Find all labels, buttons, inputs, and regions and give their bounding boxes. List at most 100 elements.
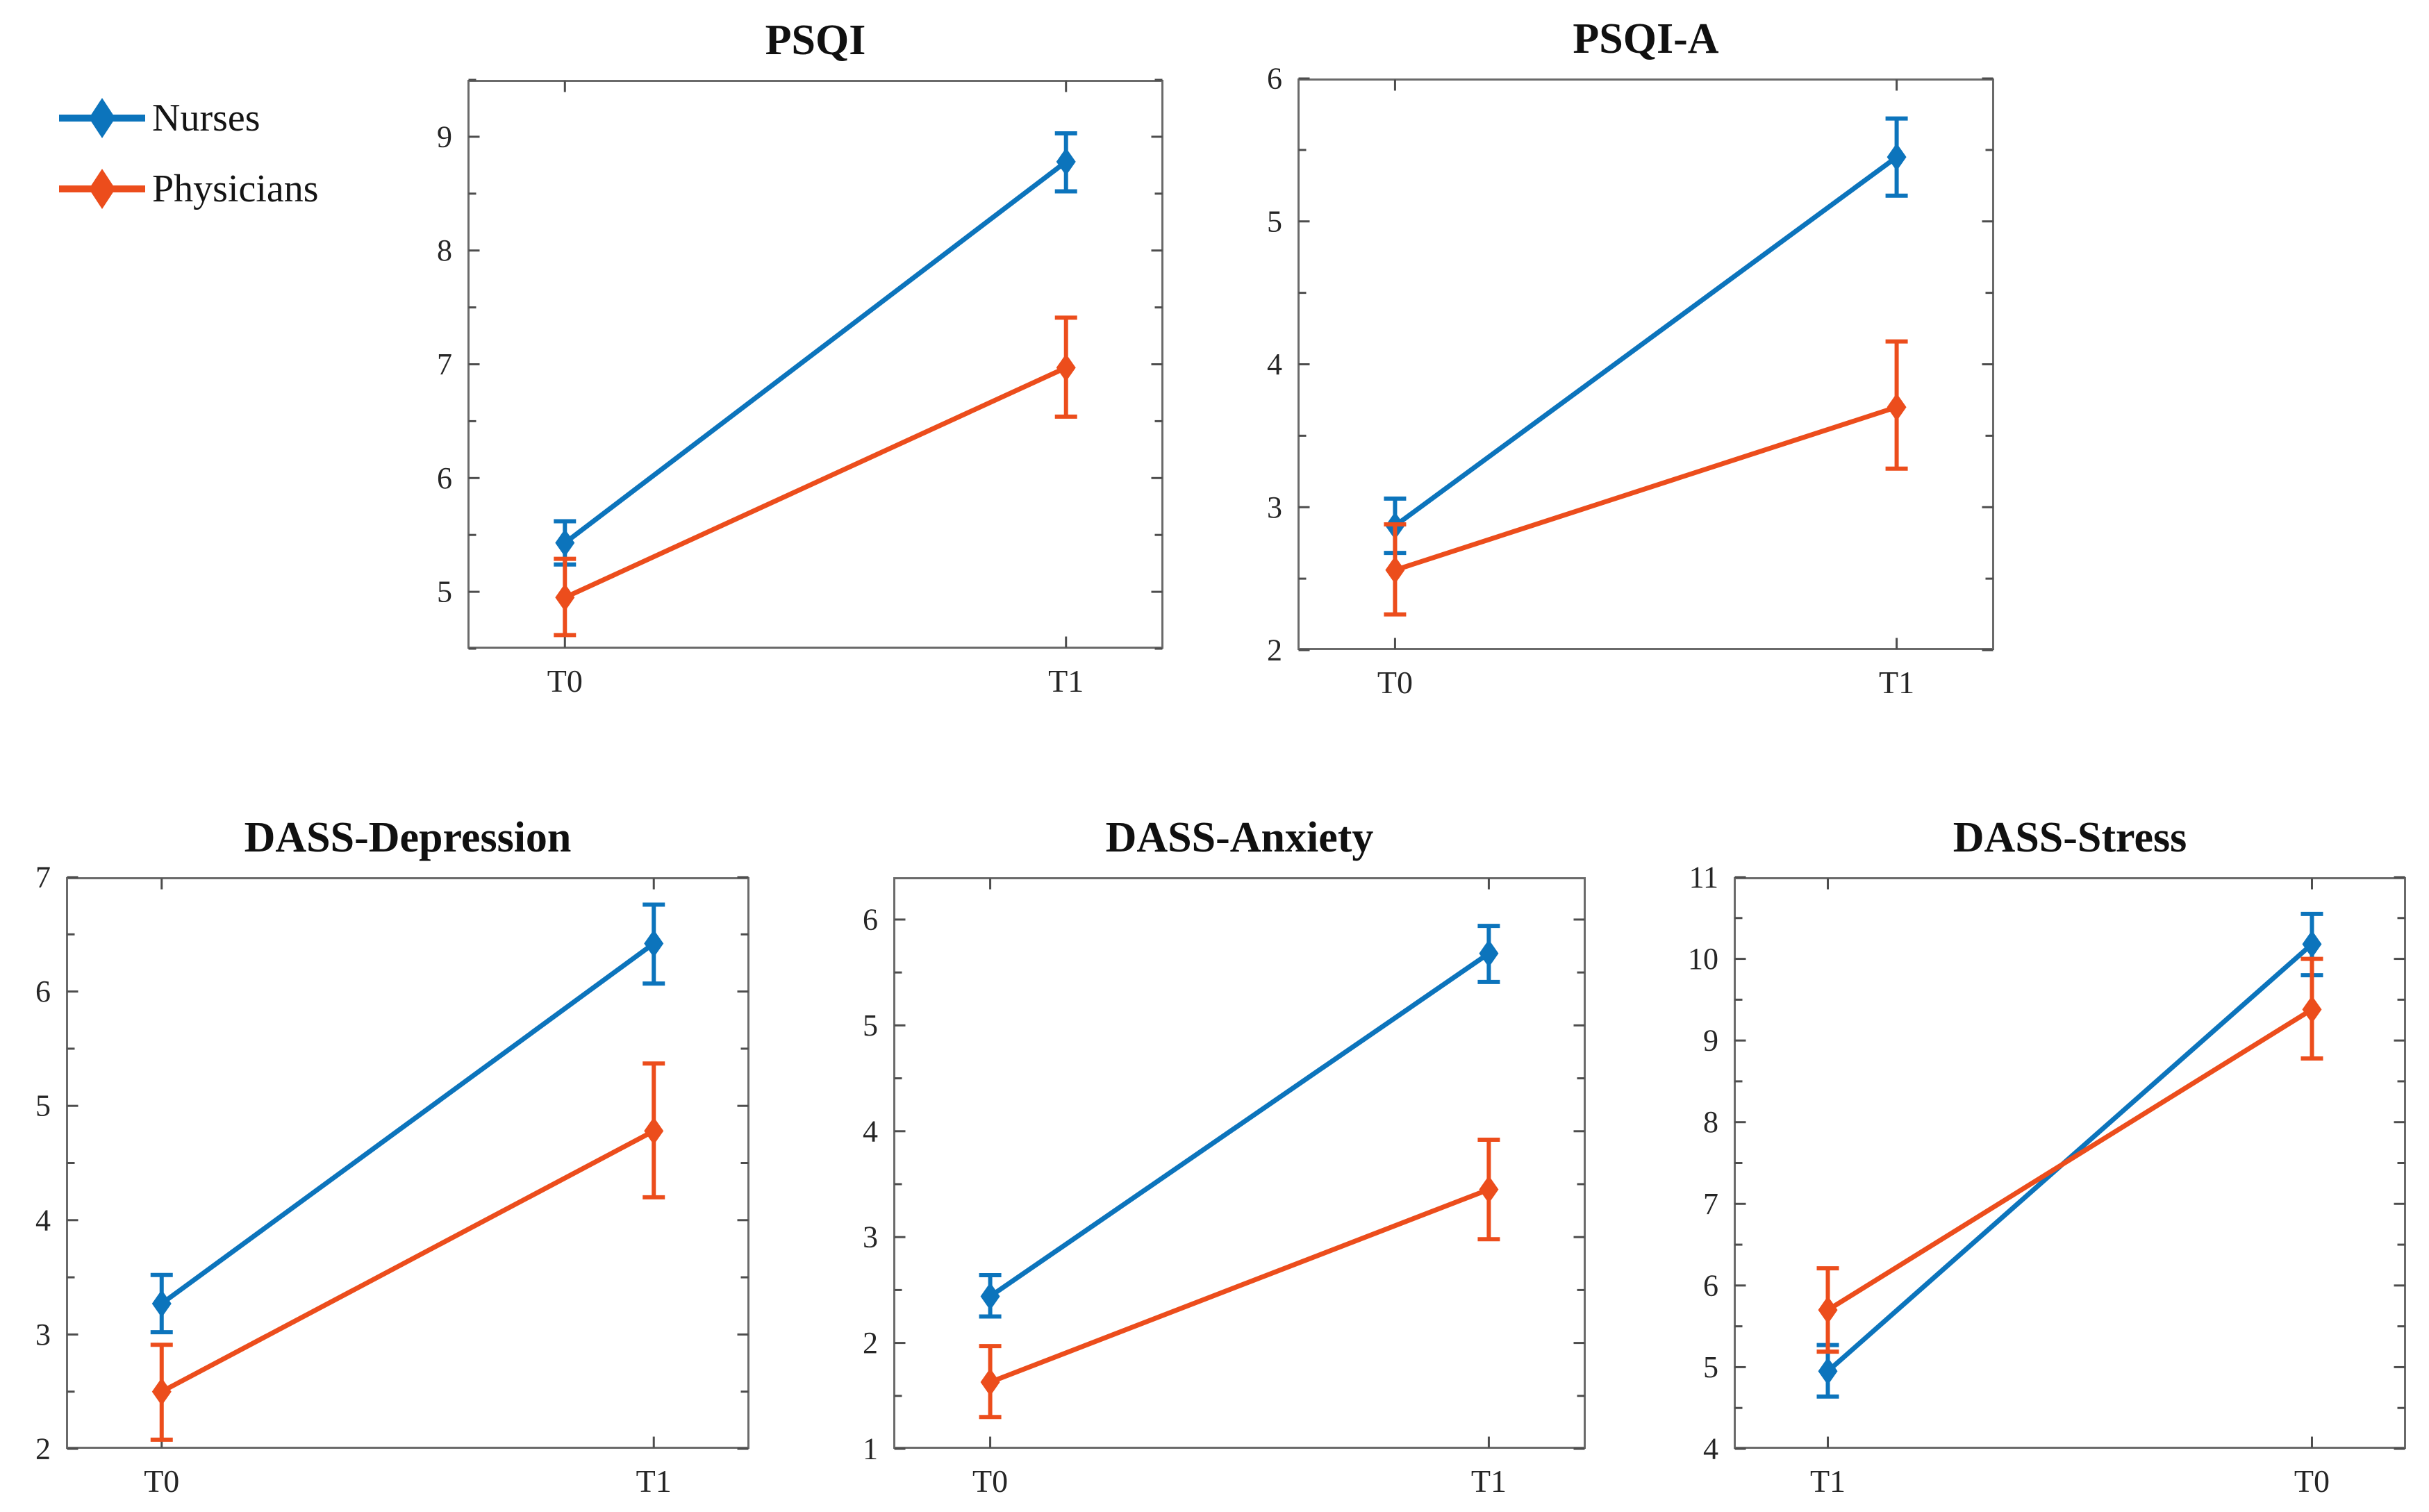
y-tick-label: 4 xyxy=(35,1203,51,1237)
y-axis-ticks: 2 3 4 5 6 xyxy=(1267,62,1993,667)
series-nurses xyxy=(150,902,665,1335)
x-tick-label: T0 xyxy=(547,663,583,699)
diamond-marker xyxy=(1056,147,1076,176)
y-tick-label: 8 xyxy=(437,233,452,267)
y-tick-label: 5 xyxy=(437,575,452,609)
x-axis-ticks: T0 T1 xyxy=(144,878,672,1499)
chart-dass-stress: DASS-Stress 4 5 6 7 8 9 10 11 T1 T0 xyxy=(1688,814,2406,1499)
y-tick-label: 6 xyxy=(1703,1268,1718,1302)
dass-anxiety-plot-area: 1 2 3 4 5 6 T0 T1 xyxy=(863,877,1586,1499)
series-physicians xyxy=(150,1061,665,1442)
y-tick-label: 4 xyxy=(1703,1432,1718,1466)
diamond-marker xyxy=(555,583,575,612)
diamond-marker xyxy=(1818,1357,1838,1386)
series-line xyxy=(160,941,656,1306)
chart-title-dass-anxiety: DASS-Anxiety xyxy=(1105,814,1374,861)
y-tick-label: 9 xyxy=(437,119,452,153)
chart-psqi-a: PSQI-A 2 3 4 5 6 T0 T1 xyxy=(1267,15,1994,700)
series-line xyxy=(563,365,1068,600)
diamond-marker xyxy=(980,1282,1000,1311)
y-tick-label: 6 xyxy=(437,461,452,495)
x-axis-ticks: T1 T0 xyxy=(1810,878,2330,1499)
legend: Nurses Physicians xyxy=(59,90,319,232)
axes-box xyxy=(893,877,1586,1449)
diamond-marker xyxy=(2302,995,2322,1024)
diamond-marker xyxy=(2302,930,2322,958)
diamond-marker xyxy=(1479,939,1499,967)
x-tick-label: T0 xyxy=(972,1463,1008,1499)
series-physicians xyxy=(1384,339,1908,617)
chart-title-psqi-a: PSQI-A xyxy=(1573,15,1719,63)
nurses-line-diamond-icon xyxy=(59,98,145,138)
y-tick-label: 6 xyxy=(35,974,51,1008)
legend-item-physicians: Physicians xyxy=(59,161,319,217)
series-nurses xyxy=(1816,911,2323,1399)
x-tick-label: T1 xyxy=(636,1463,672,1499)
y-tick-label: 7 xyxy=(1703,1187,1718,1221)
y-tick-label: 3 xyxy=(35,1318,51,1352)
y-tick-label: 9 xyxy=(1703,1024,1718,1058)
diamond-marker xyxy=(644,929,664,958)
chart-dass-anxiety: DASS-Anxiety 1 2 3 4 5 6 T0 T1 xyxy=(863,814,1586,1499)
x-tick-label: T0 xyxy=(144,1463,179,1499)
y-tick-label: 4 xyxy=(1267,347,1282,381)
series-physicians xyxy=(554,315,1077,638)
series-line xyxy=(988,951,1491,1299)
x-tick-label: T0 xyxy=(2294,1463,2330,1499)
diamond-marker xyxy=(1887,143,1907,172)
chart-dass-depression: DASS-Depression 2 3 4 5 6 7 T0 T1 xyxy=(35,814,749,1499)
diamond-marker xyxy=(151,1289,172,1318)
y-tick-label: 2 xyxy=(863,1326,878,1360)
y-tick-label: 2 xyxy=(35,1432,51,1466)
chart-title-dass-depression: DASS-Depression xyxy=(244,814,572,861)
y-axis-ticks: 4 5 6 7 8 9 10 11 xyxy=(1688,861,2405,1466)
series-nurses xyxy=(554,131,1077,567)
series-line xyxy=(563,160,1068,545)
x-tick-label: T1 xyxy=(1810,1463,1846,1499)
axes-box xyxy=(66,877,749,1449)
y-tick-label: 6 xyxy=(863,902,878,936)
y-tick-label: 11 xyxy=(1689,861,1718,895)
x-tick-label: T1 xyxy=(1471,1463,1507,1499)
x-tick-label: T1 xyxy=(1879,665,1914,700)
y-tick-label: 8 xyxy=(1703,1105,1718,1139)
chart-title-dass-stress: DASS-Stress xyxy=(1953,814,2187,861)
series-nurses xyxy=(979,924,1500,1319)
y-tick-label: 5 xyxy=(1703,1350,1718,1384)
y-axis-ticks: 1 2 3 4 5 6 xyxy=(863,902,1585,1466)
y-tick-label: 2 xyxy=(1267,633,1282,667)
chart-title-psqi: PSQI xyxy=(765,17,866,64)
x-axis-ticks: T0 T1 xyxy=(1377,79,1914,700)
diamond-marker xyxy=(1056,354,1076,382)
diamond-marker xyxy=(644,1117,664,1145)
diamond-marker xyxy=(555,529,575,557)
legend-label-nurses: Nurses xyxy=(152,97,260,140)
chart-psqi: PSQI 5 6 7 8 9 T0 T1 xyxy=(437,17,1163,699)
physicians-line-diamond-icon xyxy=(59,169,145,209)
series-line xyxy=(1394,404,1898,573)
y-tick-label: 5 xyxy=(35,1089,51,1123)
x-tick-label: T0 xyxy=(1377,665,1413,700)
series-physicians xyxy=(1816,956,2323,1354)
y-tick-label: 3 xyxy=(1267,490,1282,524)
psqi-a-plot-area: 2 3 4 5 6 T0 T1 xyxy=(1267,62,1994,700)
y-tick-label: 7 xyxy=(437,347,452,381)
y-tick-label: 10 xyxy=(1688,942,1718,976)
dass-depression-plot-area: 2 3 4 5 6 7 T0 T1 xyxy=(35,861,749,1499)
y-axis-ticks: 2 3 4 5 6 7 xyxy=(35,861,749,1466)
y-tick-label: 7 xyxy=(35,861,51,895)
x-axis-ticks: T0 T1 xyxy=(547,81,1084,699)
series-physicians xyxy=(979,1137,1500,1420)
diamond-marker xyxy=(1818,1296,1838,1324)
x-tick-label: T1 xyxy=(1048,663,1084,699)
series-line xyxy=(1393,155,1898,528)
diamond-marker xyxy=(980,1368,1000,1396)
y-axis-ticks: 5 6 7 8 9 xyxy=(437,78,1163,650)
series-line xyxy=(989,1187,1490,1385)
psqi-plot-area: 5 6 7 8 9 T0 T1 xyxy=(437,78,1163,699)
diamond-marker xyxy=(1887,393,1907,422)
y-tick-label: 1 xyxy=(863,1432,878,1466)
legend-label-physicians: Physicians xyxy=(152,167,319,210)
dass-stress-plot-area: 4 5 6 7 8 9 10 11 T1 T0 xyxy=(1688,861,2406,1499)
